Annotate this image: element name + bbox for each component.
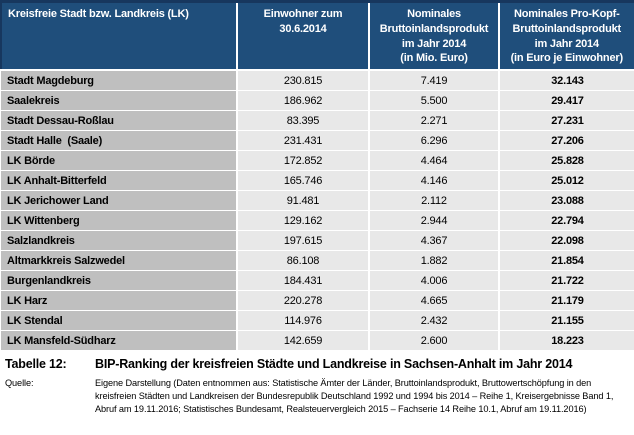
row-einwohner: 220.278 <box>236 290 370 312</box>
source-label: Quelle: <box>5 378 34 389</box>
row-bip-pro-kopf: 25.012 <box>498 170 634 192</box>
row-bip-pro-kopf: 25.828 <box>498 150 634 172</box>
row-bip: 2.944 <box>368 210 500 232</box>
row-bip: 2.112 <box>368 190 500 212</box>
row-einwohner: 86.108 <box>236 250 370 272</box>
row-bip: 4.006 <box>368 270 500 292</box>
table-row: Stadt Magdeburg 230.815 7.419 32.143 <box>1 69 634 92</box>
row-einwohner: 197.615 <box>236 230 370 252</box>
row-name: Stadt Magdeburg <box>1 69 238 92</box>
row-bip: 4.146 <box>368 170 500 192</box>
table-row: LK Stendal 114.976 2.432 21.155 <box>1 310 634 332</box>
row-bip-pro-kopf: 29.417 <box>498 90 634 112</box>
row-bip: 4.367 <box>368 230 500 252</box>
row-bip-pro-kopf: 21.179 <box>498 290 634 312</box>
col-header-einwohner: Einwohner zum 30.6.2014 <box>236 0 369 72</box>
source-text: Eigene Darstellung (Daten entnommen aus:… <box>95 378 614 414</box>
table-row: LK Anhalt-Bitterfeld 165.746 4.146 25.01… <box>1 170 634 192</box>
row-bip-pro-kopf: 27.206 <box>498 130 634 152</box>
row-bip-pro-kopf: 21.854 <box>498 250 634 272</box>
row-bip-pro-kopf: 32.143 <box>498 69 634 92</box>
table-row: Stadt Halle (Saale) 231.431 6.296 27.206 <box>1 130 634 152</box>
table-row: LK Wittenberg 129.162 2.944 22.794 <box>1 210 634 232</box>
row-bip: 2.432 <box>368 310 500 332</box>
row-bip: 4.665 <box>368 290 500 312</box>
row-einwohner: 172.852 <box>236 150 370 172</box>
table-row: LK Harz 220.278 4.665 21.179 <box>1 290 634 312</box>
row-name: LK Wittenberg <box>1 210 238 232</box>
table-row: Saalekreis 186.962 5.500 29.417 <box>1 90 634 112</box>
row-name: LK Stendal <box>1 310 238 332</box>
row-name: LK Börde <box>1 150 238 172</box>
row-bip: 6.296 <box>368 130 500 152</box>
row-einwohner: 165.746 <box>236 170 370 192</box>
row-einwohner: 230.815 <box>236 69 370 92</box>
table-header: Kreisfreie Stadt bzw. Landkreis (LK) Ein… <box>0 0 634 72</box>
row-bip-pro-kopf: 22.098 <box>498 230 634 252</box>
row-name: Stadt Halle (Saale) <box>1 130 238 152</box>
row-einwohner: 91.481 <box>236 190 370 212</box>
table-row: LK Börde 172.852 4.464 25.828 <box>1 150 634 172</box>
row-bip: 1.882 <box>368 250 500 272</box>
row-bip: 2.271 <box>368 110 500 132</box>
row-bip: 5.500 <box>368 90 500 112</box>
bip-ranking-table: Kreisfreie Stadt bzw. Landkreis (LK) Ein… <box>0 0 634 351</box>
table-row: LK Mansfeld-Südharz 142.659 2.600 18.223 <box>1 330 634 351</box>
table-row: Altmarkkreis Salzwedel 86.108 1.882 21.8… <box>1 250 634 272</box>
row-bip: 2.600 <box>368 330 500 351</box>
table-row: LK Jerichower Land 91.481 2.112 23.088 <box>1 190 634 212</box>
col-header-bip-pro-kopf: Nominales Pro-Kopf- Bruttoinlandsprodukt… <box>498 0 634 72</box>
caption-label: Tabelle 12: <box>5 357 67 372</box>
table-row: Stadt Dessau-Roßlau 83.395 2.271 27.231 <box>1 110 634 132</box>
row-einwohner: 142.659 <box>236 330 370 351</box>
table-header-row: Kreisfreie Stadt bzw. Landkreis (LK) Ein… <box>0 0 634 72</box>
row-bip: 7.419 <box>368 69 500 92</box>
source-note: Quelle: Eigene Darstellung (Daten entnom… <box>0 377 634 416</box>
row-einwohner: 83.395 <box>236 110 370 132</box>
row-bip-pro-kopf: 22.794 <box>498 210 634 232</box>
row-name: Salzlandkreis <box>1 230 238 252</box>
row-bip-pro-kopf: 27.231 <box>498 110 634 132</box>
table-row: Burgenlandkreis 184.431 4.006 21.722 <box>1 270 634 292</box>
table-caption: Tabelle 12: BIP-Ranking der kreisfreien … <box>0 357 634 372</box>
row-name: Saalekreis <box>1 90 238 112</box>
row-name: Altmarkkreis Salzwedel <box>1 250 238 272</box>
table-body: Stadt Magdeburg 230.815 7.419 32.143 Saa… <box>1 69 634 351</box>
row-bip: 4.464 <box>368 150 500 172</box>
caption-title: BIP-Ranking der kreisfreien Städte und L… <box>95 357 573 372</box>
row-einwohner: 114.976 <box>236 310 370 332</box>
row-bip-pro-kopf: 21.722 <box>498 270 634 292</box>
row-name: LK Jerichower Land <box>1 190 238 212</box>
table-row: Salzlandkreis 197.615 4.367 22.098 <box>1 230 634 252</box>
row-name: Burgenlandkreis <box>1 270 238 292</box>
row-einwohner: 184.431 <box>236 270 370 292</box>
row-name: Stadt Dessau-Roßlau <box>1 110 238 132</box>
row-einwohner: 231.431 <box>236 130 370 152</box>
row-bip-pro-kopf: 21.155 <box>498 310 634 332</box>
row-name: LK Anhalt-Bitterfeld <box>1 170 238 192</box>
row-einwohner: 129.162 <box>236 210 370 232</box>
row-bip-pro-kopf: 18.223 <box>498 330 634 351</box>
col-header-bip: Nominales Bruttoinlandsprodukt im Jahr 2… <box>368 0 499 72</box>
row-einwohner: 186.962 <box>236 90 370 112</box>
row-name: LK Mansfeld-Südharz <box>1 330 238 351</box>
row-bip-pro-kopf: 23.088 <box>498 190 634 212</box>
col-header-kreis: Kreisfreie Stadt bzw. Landkreis (LK) <box>0 0 237 72</box>
row-name: LK Harz <box>1 290 238 312</box>
